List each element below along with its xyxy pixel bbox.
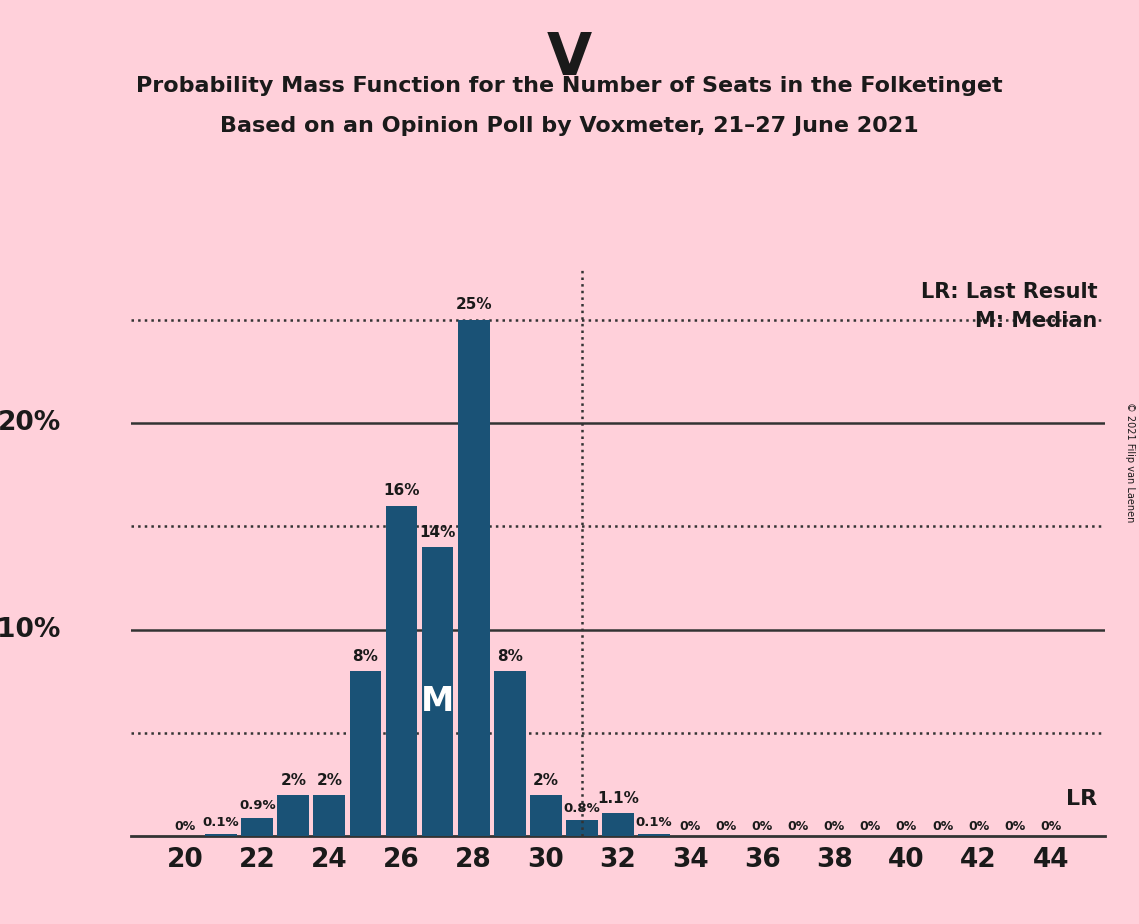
Text: 8%: 8% xyxy=(497,649,523,663)
Text: 20%: 20% xyxy=(0,410,60,436)
Bar xyxy=(530,795,562,836)
Text: 0%: 0% xyxy=(788,820,809,833)
Bar xyxy=(313,795,345,836)
Bar xyxy=(386,505,417,836)
Text: 0.9%: 0.9% xyxy=(239,799,276,812)
Text: 0%: 0% xyxy=(174,820,196,833)
Text: 0%: 0% xyxy=(968,820,989,833)
Text: 8%: 8% xyxy=(352,649,378,663)
Text: M: M xyxy=(421,686,454,718)
Text: 1.1%: 1.1% xyxy=(597,791,639,807)
Bar xyxy=(566,820,598,836)
Text: LR: LR xyxy=(1066,789,1098,809)
Bar xyxy=(241,818,273,836)
Text: V: V xyxy=(547,30,592,87)
Bar xyxy=(421,547,453,836)
Text: Probability Mass Function for the Number of Seats in the Folketinget: Probability Mass Function for the Number… xyxy=(137,76,1002,96)
Text: 0%: 0% xyxy=(1040,820,1062,833)
Text: 25%: 25% xyxy=(456,298,492,312)
Bar xyxy=(205,834,237,836)
Bar xyxy=(350,671,382,836)
Bar xyxy=(278,795,309,836)
Text: 2%: 2% xyxy=(533,772,559,787)
Text: 2%: 2% xyxy=(280,772,306,787)
Bar xyxy=(603,813,633,836)
Text: 0%: 0% xyxy=(823,820,845,833)
Text: 0.1%: 0.1% xyxy=(203,816,239,829)
Text: 0%: 0% xyxy=(896,820,917,833)
Bar xyxy=(458,320,490,836)
Text: 14%: 14% xyxy=(419,525,456,540)
Text: Based on an Opinion Poll by Voxmeter, 21–27 June 2021: Based on an Opinion Poll by Voxmeter, 21… xyxy=(220,116,919,136)
Text: 0%: 0% xyxy=(932,820,953,833)
Text: 16%: 16% xyxy=(383,483,420,498)
Bar xyxy=(494,671,525,836)
Text: © 2021 Filip van Laenen: © 2021 Filip van Laenen xyxy=(1125,402,1134,522)
Text: M: Median: M: Median xyxy=(975,311,1098,332)
Text: LR: Last Result: LR: Last Result xyxy=(921,283,1098,302)
Text: 0%: 0% xyxy=(680,820,700,833)
Text: 0%: 0% xyxy=(715,820,737,833)
Text: 0.1%: 0.1% xyxy=(636,816,672,829)
Text: 2%: 2% xyxy=(317,772,343,787)
Text: 0.8%: 0.8% xyxy=(564,801,600,815)
Text: 0%: 0% xyxy=(752,820,772,833)
Text: 10%: 10% xyxy=(0,616,60,642)
Text: 0%: 0% xyxy=(1005,820,1025,833)
Text: 0%: 0% xyxy=(860,820,880,833)
Bar xyxy=(638,834,670,836)
